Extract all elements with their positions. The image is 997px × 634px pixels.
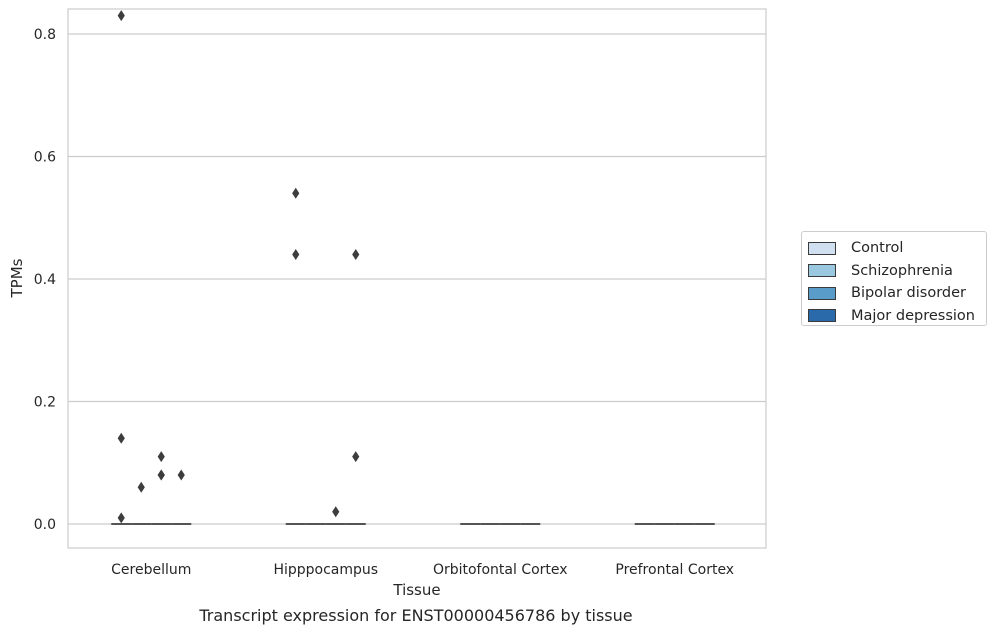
outlier-point: [117, 10, 125, 22]
y-tick-label: 0.6: [34, 150, 56, 166]
chart-title: Transcript expression for ENST0000045678…: [199, 606, 633, 625]
outlier-point: [117, 432, 125, 444]
x-tick-label: Hipppocampus: [273, 562, 378, 578]
legend-label: Control: [851, 240, 904, 257]
x-axis-title: Tissue: [392, 581, 440, 599]
outlier-point: [332, 506, 340, 518]
x-tick-label: Prefrontal Cortex: [615, 562, 734, 578]
outlier-point: [352, 249, 360, 260]
chart-marks: [111, 10, 715, 525]
legend-swatch: [808, 241, 836, 255]
legend-swatch: [808, 264, 836, 278]
plot-frame: [67, 8, 767, 549]
outlier-point: [157, 469, 165, 481]
y-tick-label: 0.0: [34, 517, 56, 533]
outlier-point: [177, 469, 185, 481]
legend: Control Schizophrenia Bipolar disorder Majo…: [801, 231, 987, 326]
outlier-point: [352, 451, 360, 463]
grid-lines: [68, 33, 766, 525]
legend-swatch: [808, 309, 836, 323]
legend-item: Schizophrenia: [808, 260, 986, 283]
legend-item: Bipolar disorder: [808, 282, 986, 305]
legend-item: Control: [808, 237, 986, 260]
x-axis-ticks: Cerebellum Hipppocampus Orbitofontal Corte…: [111, 562, 734, 578]
legend-label: Major depression: [851, 307, 975, 324]
x-tick-label: Cerebellum: [111, 562, 191, 578]
y-tick-label: 0.8: [34, 27, 56, 43]
y-tick-label: 0.2: [34, 395, 56, 411]
legend-item: Major depression: [808, 305, 986, 328]
outlier-point: [292, 249, 300, 260]
x-tick-label: Orbitofontal Cortex: [433, 562, 568, 578]
outlier-point: [117, 512, 125, 524]
y-tick-label: 0.4: [34, 272, 56, 288]
y-axis-ticks: 0.0 0.2 0.4 0.6 0.8: [34, 27, 56, 533]
outlier-point: [292, 187, 300, 199]
legend-label: Bipolar disorder: [851, 285, 966, 302]
y-axis-title: TPMs: [8, 258, 26, 298]
outlier-point: [157, 451, 165, 463]
legend-label: Schizophrenia: [851, 262, 953, 279]
legend-swatch: [808, 286, 836, 300]
outlier-point: [137, 481, 145, 493]
